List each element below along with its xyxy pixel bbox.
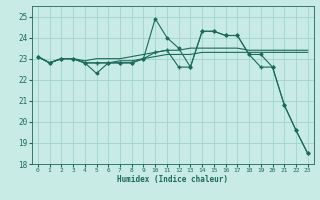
X-axis label: Humidex (Indice chaleur): Humidex (Indice chaleur) [117,175,228,184]
